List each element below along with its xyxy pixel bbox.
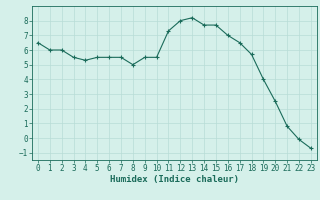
X-axis label: Humidex (Indice chaleur): Humidex (Indice chaleur) — [110, 175, 239, 184]
